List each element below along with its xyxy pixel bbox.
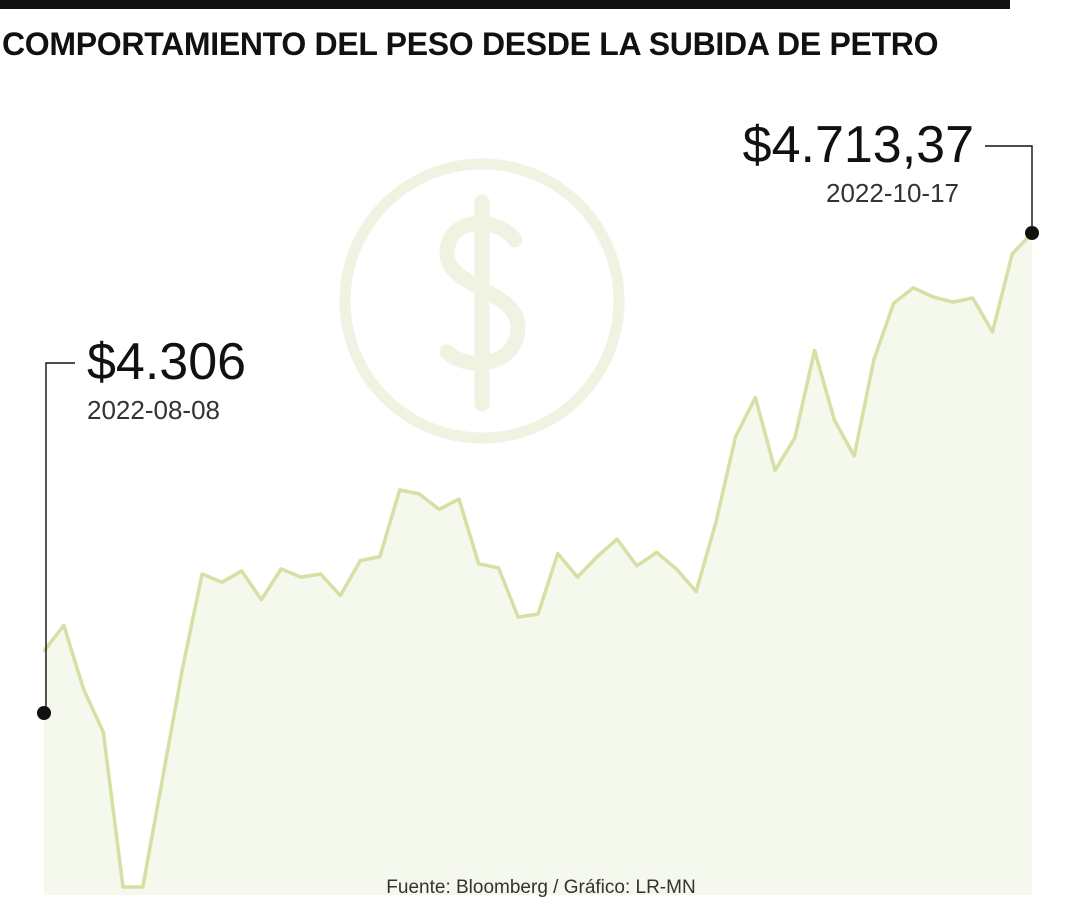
data-point	[161, 777, 164, 780]
start-value-label: $4.306	[87, 333, 246, 391]
chart-title: COMPORTAMIENTO DEL PESO DESDE LA SUBIDA …	[2, 26, 939, 62]
data-point	[754, 396, 757, 399]
data-point	[694, 590, 698, 593]
data-point	[872, 358, 876, 361]
data-point	[141, 885, 144, 889]
data-point	[42, 649, 46, 653]
start-date-label: 2022-08-08	[87, 395, 220, 425]
data-point	[734, 435, 737, 438]
data-point	[655, 551, 658, 554]
source-label: Fuente: Bloomberg / Gráfico: LR-MN	[386, 877, 695, 898]
data-point	[773, 469, 777, 472]
data-point	[556, 552, 559, 555]
data-point	[714, 521, 717, 524]
data-point	[912, 286, 915, 289]
data-point	[892, 302, 895, 305]
data-point	[62, 624, 65, 627]
data-point	[615, 538, 619, 541]
data-point	[576, 575, 579, 579]
data-point	[1011, 252, 1014, 256]
data-point	[793, 436, 797, 439]
end-marker	[1025, 226, 1039, 240]
data-point	[457, 497, 461, 501]
data-point	[240, 569, 243, 573]
data-point	[438, 508, 441, 511]
data-point	[932, 295, 935, 299]
area-fill	[44, 233, 1032, 895]
data-point	[181, 668, 184, 671]
data-point	[418, 492, 421, 496]
data-point	[951, 300, 955, 304]
data-point	[220, 581, 223, 584]
data-point	[517, 615, 520, 619]
data-point	[378, 555, 382, 558]
data-point	[991, 330, 994, 334]
data-point	[339, 594, 342, 597]
data-point	[200, 572, 204, 576]
data-point	[121, 885, 125, 889]
data-point	[260, 598, 263, 601]
data-point	[359, 559, 362, 562]
dollar-coin-icon	[339, 158, 625, 444]
start-marker	[37, 706, 51, 720]
top-rule	[0, 0, 1010, 9]
data-point	[833, 418, 836, 422]
data-point	[813, 349, 816, 352]
end-value-label: $4.713,37	[743, 116, 974, 174]
data-point	[477, 562, 480, 565]
data-point	[279, 567, 283, 571]
data-point	[853, 454, 856, 458]
data-point	[102, 730, 105, 734]
data-point	[635, 564, 638, 567]
data-point	[299, 575, 303, 579]
end-date-label: 2022-10-17	[826, 178, 959, 208]
data-point	[971, 296, 974, 300]
data-point	[596, 555, 599, 558]
data-point	[536, 612, 540, 616]
data-point	[319, 572, 322, 576]
data-point	[675, 567, 678, 571]
data-point	[398, 488, 401, 492]
end-leader-line	[985, 145, 1033, 233]
start-leader-line	[45, 362, 75, 713]
data-point	[82, 687, 85, 691]
data-point	[497, 566, 500, 570]
